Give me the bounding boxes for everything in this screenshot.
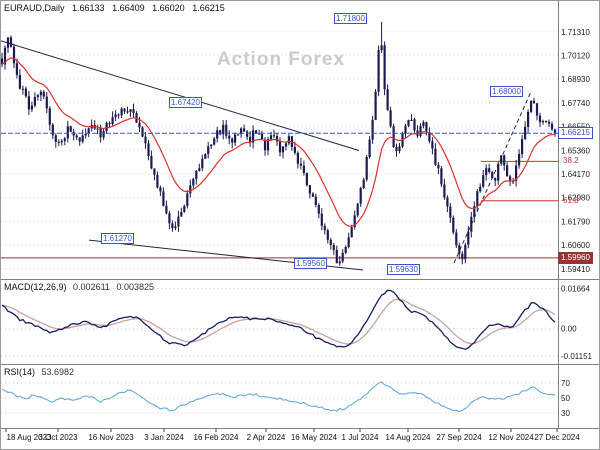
date-axis-label: 27 Dec 2024 (534, 433, 580, 442)
rsi-name: RSI(14) (4, 367, 36, 377)
date-axis-label: 16 Nov 2023 (88, 433, 134, 442)
macd-axis-label: -0.01151 (561, 352, 593, 361)
price-axis-label: 1.61790 (561, 217, 590, 226)
date-axis-label: 14 Aug 2024 (386, 433, 431, 442)
price-annotation-label[interactable]: 1.61270 (101, 233, 134, 244)
price-annotation-label[interactable]: 1.68000 (490, 86, 523, 97)
macd-signal-line[interactable] (1, 298, 556, 345)
price-axis-label: 1.59410 (561, 265, 590, 274)
watermark: Action Forex (216, 49, 346, 70)
price-annotation-label[interactable]: 1.59630 (387, 264, 420, 275)
date-axis-label: 3 Jan 2024 (144, 433, 184, 442)
moving-average-line[interactable] (1, 57, 556, 227)
price-annotation-label[interactable]: 1.71800 (334, 13, 367, 24)
macd-indicator-label: MACD(12,26,9) 0.002611 0.003825 (4, 282, 154, 292)
open-value: 1.66133 (72, 3, 105, 13)
date-axis-label: 18 Aug 2023 (7, 433, 52, 442)
macd-axis-label: 0.00 (561, 324, 577, 333)
date-axis-label: 3 Oct 2023 (38, 433, 78, 442)
low-value: 1.66020 (152, 3, 185, 13)
date-axis-label: 12 Nov 2024 (488, 433, 534, 442)
date-axis-label: 2 Apr 2024 (247, 433, 286, 442)
rsi-line[interactable] (1, 381, 556, 413)
macd-axis-label: 0.01664 (561, 285, 590, 294)
macd-name: MACD(12,26,9) (4, 282, 67, 292)
price-axis-label: 1.62980 (561, 194, 590, 203)
macd-main-value: 0.002611 (73, 282, 110, 292)
symbol-timeframe-label: EURAUD,Daily (4, 3, 65, 13)
date-axis-label: 16 May 2024 (291, 433, 338, 442)
alert-price-tag: 1.59960 (558, 251, 593, 264)
price-axis-label: 1.60600 (561, 241, 590, 250)
price-axis-label: 1.64170 (561, 170, 590, 179)
rsi-axis-label: 70 (561, 379, 570, 388)
fib-retracement-label: 61.8 (563, 195, 579, 205)
close-value: 1.66215 (192, 3, 225, 13)
rsi-axis-label: 30 (561, 409, 570, 418)
fib-retracement-label: 38.2 (563, 156, 579, 166)
rsi-current-value: 53.6982 (41, 367, 75, 377)
date-axis-label: 27 Sep 2024 (436, 433, 482, 442)
macd-signal-value: 0.003825 (116, 282, 154, 292)
price-axis-label: 1.65360 (561, 146, 590, 155)
rsi-indicator-label: RSI(14) 53.6982 (4, 367, 74, 377)
rsi-axis-label: 50 (561, 394, 570, 403)
macd-main-line[interactable] (1, 289, 556, 351)
date-axis-label: 16 Feb 2024 (194, 433, 239, 442)
price-axis-label: 1.68930 (561, 75, 590, 84)
high-value: 1.66409 (112, 3, 145, 13)
symbol-info-bar: EURAUD,Daily 1.66133 1.66409 1.66020 1.6… (4, 3, 230, 13)
price-annotation-label[interactable]: 1.67420 (169, 97, 202, 108)
candlestick-series (1, 22, 557, 266)
trendline[interactable] (1, 40, 360, 151)
price-annotation-label[interactable]: 1.59560 (294, 258, 327, 269)
current-price-tag: 1.66215 (558, 127, 593, 140)
price-axis-label: 1.71310 (561, 28, 590, 37)
price-axis-label: 1.70120 (561, 52, 590, 61)
price-axis-label: 1.67740 (561, 99, 590, 108)
price-axis-label: 1.66550 (561, 123, 590, 132)
date-axis-label: 1 Jul 2024 (342, 433, 379, 442)
